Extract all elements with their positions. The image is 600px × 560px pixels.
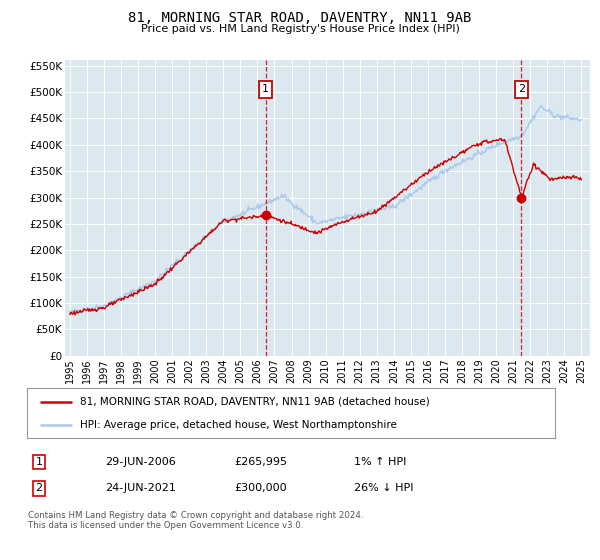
Text: 2: 2 <box>518 85 525 95</box>
Text: 1: 1 <box>35 457 43 467</box>
Text: £300,000: £300,000 <box>234 483 287 493</box>
Text: 2: 2 <box>35 483 43 493</box>
Text: 81, MORNING STAR ROAD, DAVENTRY, NN11 9AB: 81, MORNING STAR ROAD, DAVENTRY, NN11 9A… <box>128 11 472 25</box>
Text: Price paid vs. HM Land Registry's House Price Index (HPI): Price paid vs. HM Land Registry's House … <box>140 24 460 34</box>
Text: 1% ↑ HPI: 1% ↑ HPI <box>354 457 406 467</box>
Text: 24-JUN-2021: 24-JUN-2021 <box>105 483 176 493</box>
Text: 26% ↓ HPI: 26% ↓ HPI <box>354 483 413 493</box>
Text: £265,995: £265,995 <box>234 457 287 467</box>
Text: 29-JUN-2006: 29-JUN-2006 <box>105 457 176 467</box>
Text: HPI: Average price, detached house, West Northamptonshire: HPI: Average price, detached house, West… <box>80 420 397 430</box>
Text: Contains HM Land Registry data © Crown copyright and database right 2024.
This d: Contains HM Land Registry data © Crown c… <box>28 511 364 530</box>
Text: 1: 1 <box>262 85 269 95</box>
Text: 81, MORNING STAR ROAD, DAVENTRY, NN11 9AB (detached house): 81, MORNING STAR ROAD, DAVENTRY, NN11 9A… <box>80 396 430 407</box>
